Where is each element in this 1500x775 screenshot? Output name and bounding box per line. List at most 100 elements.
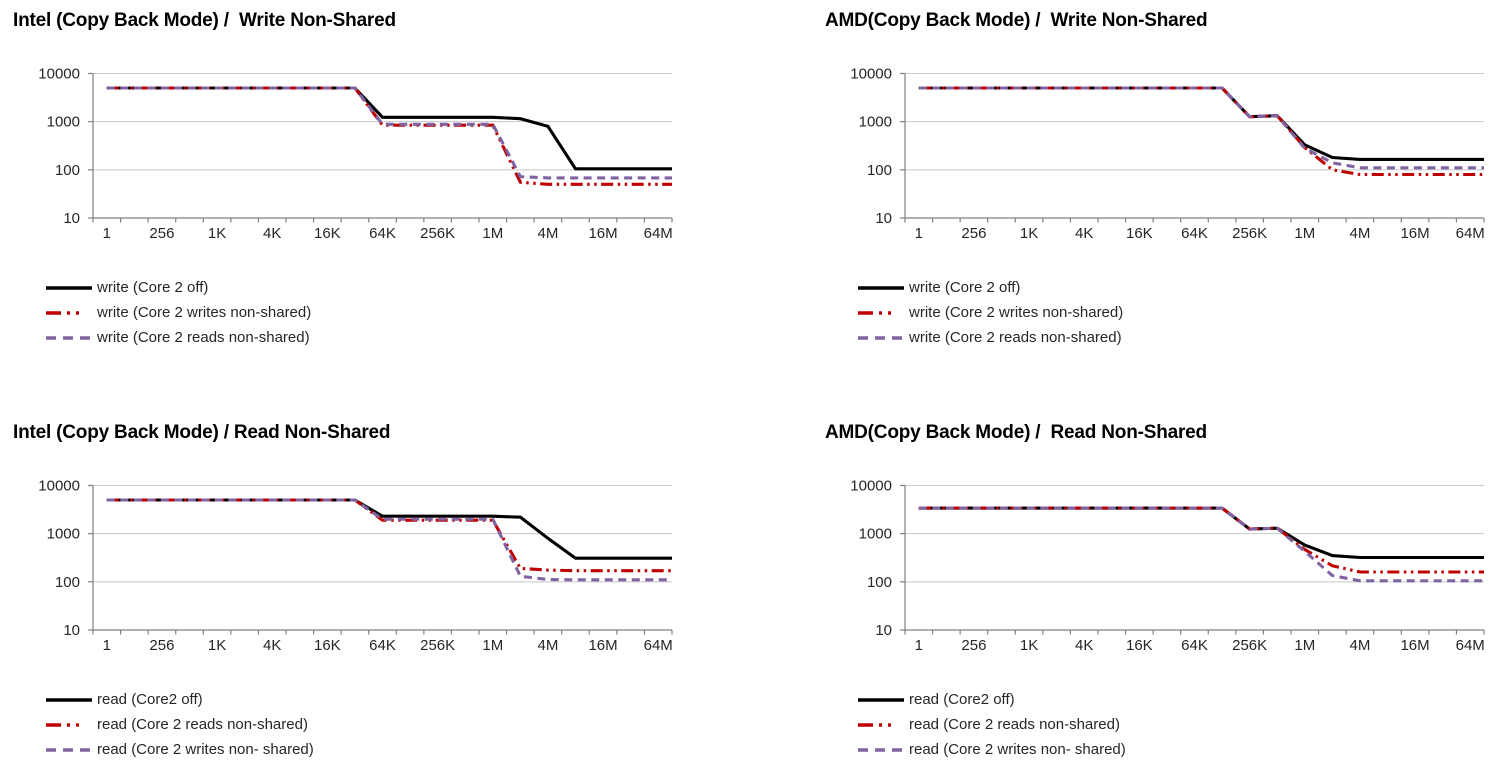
legend-label: read (Core 2 writes non- shared)	[909, 741, 1126, 758]
legend-item: read (Core 2 reads non-shared)	[46, 712, 314, 737]
svg-text:10: 10	[875, 210, 892, 227]
chart-panel-intel-write: Intel (Copy Back Mode) / Write Non-Share…	[0, 0, 750, 390]
legend-item: read (Core 2 writes non- shared)	[858, 737, 1126, 762]
chart-title: Intel (Copy Back Mode) / Write Non-Share…	[13, 10, 396, 31]
svg-text:1: 1	[915, 225, 923, 242]
chart-title: Intel (Copy Back Mode) / Read Non-Shared	[13, 422, 391, 443]
svg-text:4K: 4K	[263, 637, 281, 654]
svg-text:4M: 4M	[1350, 225, 1371, 242]
legend-line-solid-icon	[46, 697, 92, 702]
svg-text:256: 256	[149, 637, 174, 654]
legend-label: write (Core 2 writes non-shared)	[909, 304, 1124, 321]
svg-text:16M: 16M	[588, 637, 617, 654]
chart-panel-intel-read: Intel (Copy Back Mode) / Read Non-Shared…	[0, 412, 750, 775]
chart-legend: write (Core 2 off) write (Core 2 writes …	[858, 275, 1123, 350]
legend-label: write (Core 2 writes non-shared)	[97, 304, 312, 321]
legend-line-dashdot-icon	[46, 310, 92, 315]
svg-text:100: 100	[55, 162, 80, 179]
svg-text:256K: 256K	[420, 225, 455, 242]
svg-text:4M: 4M	[538, 637, 559, 654]
svg-text:1K: 1K	[208, 225, 226, 242]
legend-line-solid-icon	[858, 697, 904, 702]
svg-text:10: 10	[875, 622, 892, 639]
legend-item: write (Core 2 off)	[858, 275, 1123, 300]
svg-text:256K: 256K	[420, 637, 455, 654]
svg-text:16M: 16M	[1400, 637, 1429, 654]
chart-plot: 10 100 1000 10000 1 256 1K 4K 16K 64K 256K 1M 4M 16M 6…	[38, 478, 673, 655]
svg-text:256: 256	[961, 225, 986, 242]
chart-legend: read (Core2 off) read (Core 2 reads non-…	[858, 687, 1126, 762]
chart-panel-amd-read: AMD(Copy Back Mode) / Read Non-Shared 10…	[812, 412, 1500, 775]
svg-text:64M: 64M	[644, 637, 673, 654]
legend-label: read (Core 2 reads non-shared)	[97, 716, 308, 733]
svg-text:10000: 10000	[38, 478, 80, 495]
legend-item: write (Core 2 off)	[46, 275, 311, 300]
svg-text:10000: 10000	[850, 478, 892, 495]
legend-item: write (Core 2 writes non-shared)	[858, 300, 1123, 325]
legend-item: write (Core 2 writes non-shared)	[46, 300, 311, 325]
chart-title: AMD(Copy Back Mode) / Write Non-Shared	[825, 10, 1208, 31]
svg-text:16K: 16K	[314, 225, 341, 242]
legend-item: write (Core 2 reads non-shared)	[46, 325, 311, 350]
legend-item: read (Core2 off)	[858, 687, 1126, 712]
chart-plot: 10 100 1000 10000 1 256 1K 4K 16K 64K 256K 1M 4M 16M 6…	[850, 478, 1485, 655]
legend-label: read (Core2 off)	[909, 691, 1015, 708]
svg-text:100: 100	[867, 574, 892, 591]
svg-text:10: 10	[63, 622, 80, 639]
svg-text:10000: 10000	[850, 66, 892, 83]
legend-line-dashdot-icon	[46, 722, 92, 727]
svg-text:64K: 64K	[1181, 225, 1208, 242]
legend-item: read (Core 2 writes non- shared)	[46, 737, 314, 762]
svg-text:1M: 1M	[482, 225, 503, 242]
legend-line-dashed-icon	[858, 747, 904, 752]
svg-text:4M: 4M	[538, 225, 559, 242]
svg-text:64M: 64M	[644, 225, 673, 242]
legend-label: write (Core 2 off)	[97, 279, 209, 296]
svg-text:10000: 10000	[38, 66, 80, 83]
legend-item: read (Core 2 reads non-shared)	[858, 712, 1126, 737]
svg-text:1M: 1M	[1294, 225, 1315, 242]
svg-text:256K: 256K	[1232, 637, 1267, 654]
legend-label: write (Core 2 off)	[909, 279, 1021, 296]
svg-text:4K: 4K	[1075, 225, 1093, 242]
legend-label: read (Core2 off)	[97, 691, 203, 708]
svg-text:64K: 64K	[1181, 637, 1208, 654]
chart-legend: read (Core2 off) read (Core 2 reads non-…	[46, 687, 314, 762]
svg-text:4K: 4K	[1075, 637, 1093, 654]
legend-label: write (Core 2 reads non-shared)	[909, 329, 1122, 346]
svg-text:1: 1	[103, 637, 111, 654]
svg-text:64K: 64K	[369, 225, 396, 242]
svg-text:1M: 1M	[1294, 637, 1315, 654]
svg-text:256K: 256K	[1232, 225, 1267, 242]
legend-line-dashed-icon	[858, 335, 904, 340]
svg-text:256: 256	[961, 637, 986, 654]
svg-text:16K: 16K	[1126, 637, 1153, 654]
svg-text:4M: 4M	[1350, 637, 1371, 654]
svg-text:16M: 16M	[588, 225, 617, 242]
legend-label: read (Core 2 writes non- shared)	[97, 741, 314, 758]
chart-panel-amd-write: AMD(Copy Back Mode) / Write Non-Shared 1…	[812, 0, 1500, 390]
svg-text:64M: 64M	[1456, 225, 1485, 242]
chart-title: AMD(Copy Back Mode) / Read Non-Shared	[825, 422, 1207, 443]
chart-plot: 10 100 1000 10000 1 256 1K 4K 16K 64K 256K 1M 4M 16M 6…	[38, 66, 673, 243]
svg-text:16K: 16K	[314, 637, 341, 654]
legend-line-dashed-icon	[46, 747, 92, 752]
legend-line-dashdot-icon	[858, 310, 904, 315]
svg-text:4K: 4K	[263, 225, 281, 242]
svg-text:256: 256	[149, 225, 174, 242]
svg-text:100: 100	[55, 574, 80, 591]
chart-legend: write (Core 2 off) write (Core 2 writes …	[46, 275, 311, 350]
legend-label: write (Core 2 reads non-shared)	[97, 329, 310, 346]
svg-text:1000: 1000	[859, 526, 892, 543]
svg-text:1000: 1000	[47, 114, 80, 131]
svg-text:100: 100	[867, 162, 892, 179]
svg-text:1K: 1K	[208, 637, 226, 654]
legend-line-solid-icon	[858, 285, 904, 290]
svg-text:16M: 16M	[1400, 225, 1429, 242]
chart-plot: 10 100 1000 10000 1 256 1K 4K 16K 64K 256K 1M 4M 16M 6…	[850, 66, 1485, 243]
svg-text:1: 1	[103, 225, 111, 242]
svg-text:16K: 16K	[1126, 225, 1153, 242]
legend-line-dashdot-icon	[858, 722, 904, 727]
legend-label: read (Core 2 reads non-shared)	[909, 716, 1120, 733]
